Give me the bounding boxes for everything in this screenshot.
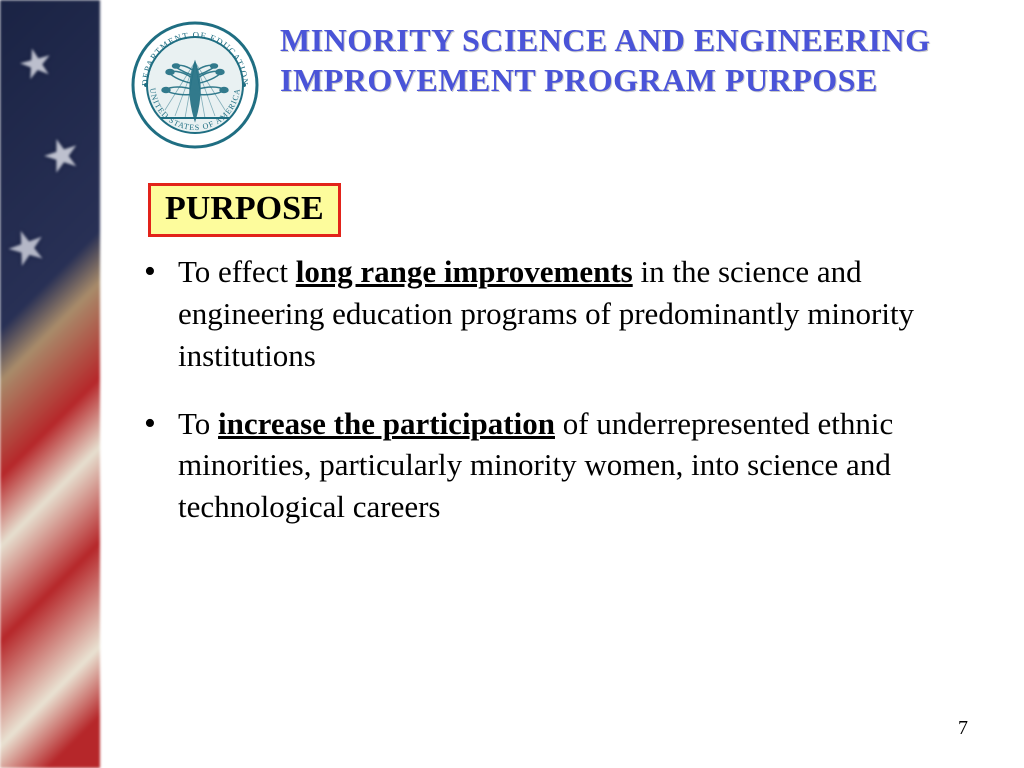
page-number: 7 [958,717,968,740]
bullet-emphasis: long range improvements [296,254,633,289]
slide-header: DEPARTMENT OF EDUCATION UNITED STATES OF… [130,20,984,155]
purpose-label-box: PURPOSE [148,183,341,237]
bullet-text-pre: To effect [178,254,296,289]
bullet-item: To increase the participation of underre… [144,403,984,529]
flag-star-icon: ★ [0,215,55,280]
slide-content: DEPARTMENT OF EDUCATION UNITED STATES OF… [100,0,1024,768]
bullet-list: To effect long range improvements in the… [144,251,984,528]
bullet-item: To effect long range improvements in the… [144,251,984,377]
bullet-text-pre: To [178,406,218,441]
bullet-emphasis: increase the participation [218,406,555,441]
slide-title: MINORITY SCIENCE AND ENGINEERING IMPROVE… [280,20,984,100]
flag-background: ★ [0,0,100,768]
dept-education-seal-icon: DEPARTMENT OF EDUCATION UNITED STATES OF… [130,20,260,155]
